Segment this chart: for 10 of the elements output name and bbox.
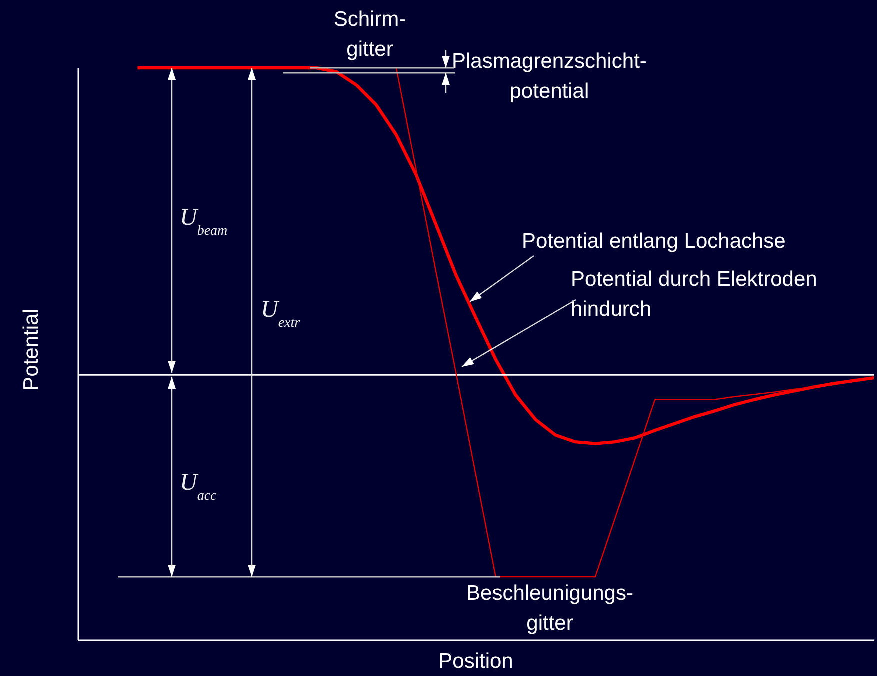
y-axis-title: Potential <box>19 309 44 391</box>
annotation: U$_{beam}$ <box>180 205 228 240</box>
text: Schirm- gitter <box>334 7 406 63</box>
annotation: Plasmagrenzschicht- potential <box>452 49 647 105</box>
annotation: Potential entlang Lochachse <box>522 229 786 255</box>
annotation: U$_{acc}$ <box>180 470 217 505</box>
annotation: Potential durch Elektroden hindurch <box>571 267 818 323</box>
annotation: Beschleunigungs- gitter <box>466 581 634 637</box>
x-axis-title: Position <box>438 649 514 675</box>
annotation: U$_{extr}$ <box>261 297 300 332</box>
